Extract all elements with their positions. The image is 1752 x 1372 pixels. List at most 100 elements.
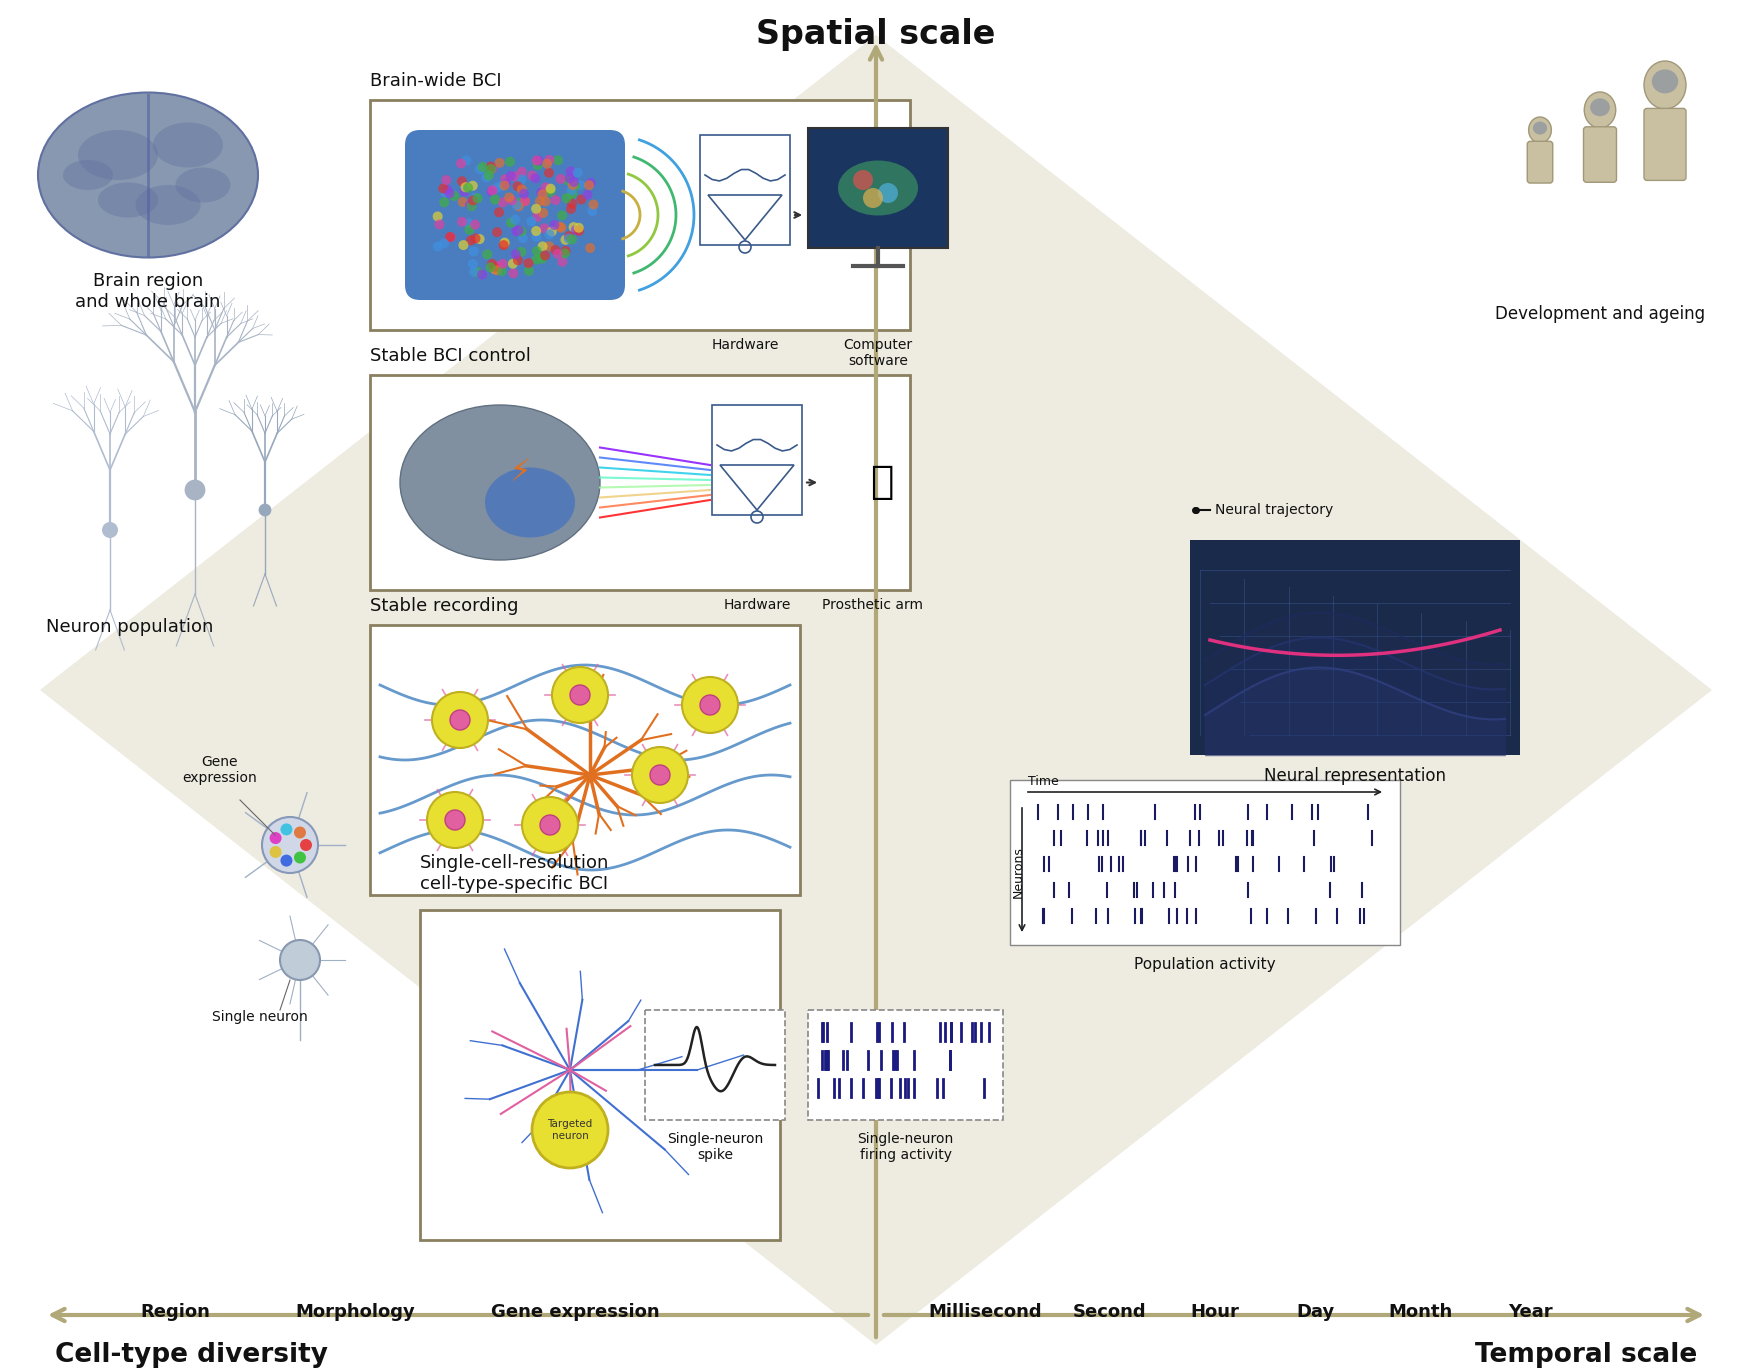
Circle shape [557,222,566,233]
Circle shape [701,696,720,715]
FancyBboxPatch shape [701,134,790,246]
Text: Spatial scale: Spatial scale [757,18,995,51]
Text: Computer
software: Computer software [843,338,913,368]
Circle shape [547,226,557,236]
Circle shape [541,182,550,192]
Circle shape [550,246,561,255]
Circle shape [561,235,571,244]
Circle shape [519,189,529,199]
Circle shape [494,158,505,167]
Circle shape [499,239,510,250]
Circle shape [499,181,510,191]
Text: Single-neuron
spike: Single-neuron spike [668,1132,764,1162]
Circle shape [520,196,529,206]
Text: Neurons: Neurons [1011,847,1025,899]
Circle shape [470,220,480,229]
Text: Brain region
and whole brain: Brain region and whole brain [75,272,221,311]
Circle shape [585,178,596,188]
Circle shape [492,182,503,192]
Circle shape [450,709,470,730]
Ellipse shape [79,130,158,180]
Circle shape [477,269,487,280]
Ellipse shape [152,122,223,167]
Circle shape [561,248,569,258]
FancyBboxPatch shape [1190,541,1521,755]
Circle shape [494,261,503,272]
Circle shape [498,181,506,191]
Ellipse shape [1529,117,1551,143]
Circle shape [878,182,899,203]
Circle shape [487,259,498,269]
Circle shape [468,259,478,269]
Circle shape [531,255,541,265]
FancyBboxPatch shape [1009,781,1400,945]
Circle shape [520,196,531,206]
Circle shape [533,213,541,222]
FancyBboxPatch shape [1643,108,1685,180]
Circle shape [555,174,566,184]
FancyBboxPatch shape [405,130,625,300]
Circle shape [498,259,508,269]
Ellipse shape [485,468,575,538]
Circle shape [550,220,559,230]
Circle shape [505,156,515,167]
Circle shape [527,170,538,181]
Circle shape [512,226,522,236]
Circle shape [519,233,527,243]
Circle shape [555,222,564,232]
Circle shape [506,195,517,206]
Circle shape [466,202,477,211]
Circle shape [526,217,536,226]
Circle shape [552,667,608,723]
Circle shape [536,188,547,198]
Text: Stable recording: Stable recording [370,597,519,615]
Circle shape [440,239,449,248]
Circle shape [470,247,478,257]
Circle shape [545,155,554,165]
Circle shape [568,189,578,199]
Circle shape [484,170,494,180]
Text: Single-neuron
firing activity: Single-neuron firing activity [857,1132,953,1162]
Circle shape [449,191,459,202]
Circle shape [491,195,499,204]
Circle shape [573,222,583,233]
Circle shape [475,235,485,244]
Text: Hardware: Hardware [724,598,790,612]
Circle shape [442,185,452,195]
Circle shape [573,167,583,177]
Ellipse shape [399,405,599,560]
Circle shape [506,170,515,181]
Text: Temporal scale: Temporal scale [1475,1342,1698,1368]
FancyBboxPatch shape [370,100,909,331]
FancyBboxPatch shape [1584,126,1617,182]
Circle shape [569,685,590,705]
Ellipse shape [1643,60,1685,108]
FancyBboxPatch shape [808,128,948,248]
Circle shape [531,204,541,214]
Circle shape [562,193,571,203]
Ellipse shape [1652,70,1678,93]
Circle shape [473,193,482,203]
Circle shape [561,246,571,255]
Circle shape [533,161,543,170]
Circle shape [517,174,526,184]
Circle shape [517,247,526,257]
Circle shape [541,159,552,169]
Text: Gene expression: Gene expression [491,1303,659,1321]
Circle shape [485,262,496,273]
Text: Neural representation: Neural representation [1263,767,1445,785]
Circle shape [564,230,575,241]
Circle shape [461,182,471,192]
Circle shape [540,815,561,836]
Circle shape [540,251,550,261]
Circle shape [475,165,485,174]
Circle shape [538,254,547,263]
Ellipse shape [63,161,112,189]
Circle shape [470,266,478,277]
Circle shape [550,195,561,206]
Circle shape [473,268,484,277]
Circle shape [498,198,508,207]
Ellipse shape [1533,122,1547,134]
Circle shape [506,218,517,228]
Circle shape [545,229,554,239]
